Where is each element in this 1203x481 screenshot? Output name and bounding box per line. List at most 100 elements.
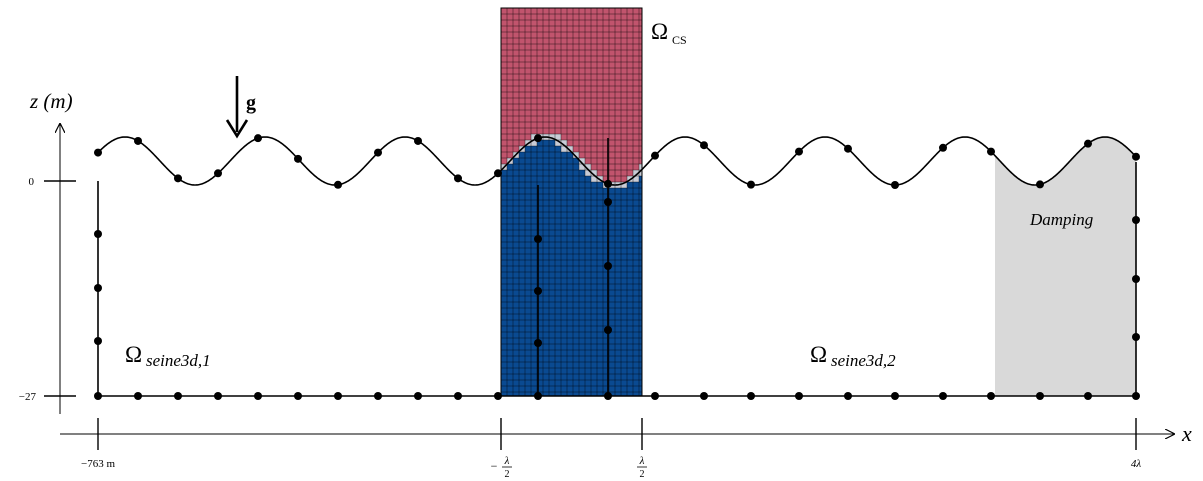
surface-node [94, 148, 102, 157]
cs-cell [561, 356, 567, 362]
cs-cell [531, 182, 537, 188]
cs-cell [639, 284, 642, 290]
cs-cell [549, 68, 555, 74]
cs-cell [507, 140, 513, 146]
cs-cell [615, 206, 621, 212]
cs-cell [561, 224, 567, 230]
cs-cell [639, 326, 642, 332]
cs-cell [561, 182, 567, 188]
cs-cell [627, 248, 633, 254]
cs-cell [597, 122, 603, 128]
cs-cell [567, 128, 573, 134]
cs-cell [639, 146, 642, 152]
cs-cell [501, 206, 507, 212]
cs-cell [525, 218, 531, 224]
cs-cell [501, 116, 507, 122]
cs-cell [609, 224, 615, 230]
cs-cell [507, 236, 513, 242]
cs-cell [519, 26, 525, 32]
cs-cell [597, 170, 603, 176]
cs-cell [519, 200, 525, 206]
cs-cell [531, 242, 537, 248]
x-tick-cs-left-num: λ [504, 455, 510, 467]
cs-cell [621, 278, 627, 284]
cs-cell [513, 332, 519, 338]
bottom-node [1036, 392, 1044, 400]
cs-cell [585, 386, 591, 392]
cs-cell [543, 188, 549, 194]
cs-cell [609, 140, 615, 146]
cs-cell [537, 14, 543, 20]
cs-cell [519, 266, 525, 272]
cs-cell [567, 218, 573, 224]
cs-cell [585, 140, 591, 146]
cs-cell [615, 50, 621, 56]
cs-cell [621, 176, 627, 182]
cs-cell [591, 194, 597, 200]
cs-cell [573, 110, 579, 116]
cs-cell [633, 50, 639, 56]
cs-cell [513, 200, 519, 206]
cs-cell [603, 50, 609, 56]
cs-cell [567, 296, 573, 302]
cs-cell [621, 236, 627, 242]
cs-cell [579, 254, 585, 260]
cs-cell [579, 194, 585, 200]
cs-cell [597, 20, 603, 26]
cs-cell [519, 320, 525, 326]
cs-cell [591, 260, 597, 266]
cs-cell [633, 164, 639, 170]
cs-cell [525, 350, 531, 356]
cs-cell [513, 284, 519, 290]
cs-cell [555, 278, 561, 284]
cs-cell [633, 362, 639, 368]
cs-cell [585, 194, 591, 200]
cs-cell [609, 284, 615, 290]
cs-cell [621, 260, 627, 266]
surface-node [1132, 152, 1140, 161]
cs-cell [597, 302, 603, 308]
cs-cell [615, 8, 621, 14]
cs-cell [579, 20, 585, 26]
cs-cell [549, 284, 555, 290]
cs-cell [579, 80, 585, 86]
cs-cell [585, 320, 591, 326]
cs-cell [507, 266, 513, 272]
cs-cell [591, 8, 597, 14]
cs-cell [627, 194, 633, 200]
cs-cell [513, 212, 519, 218]
cs-cell [621, 326, 627, 332]
cs-cell [615, 170, 621, 176]
cs-right-node [604, 326, 612, 334]
cs-cell [573, 326, 579, 332]
cs-cell [639, 320, 642, 326]
cs-cell [537, 380, 543, 386]
cs-cell [585, 218, 591, 224]
cs-cell [507, 254, 513, 260]
cs-cell [567, 224, 573, 230]
cs-cell [591, 62, 597, 68]
cs-cell [543, 128, 549, 134]
cs-cell [525, 38, 531, 44]
cs-cell [633, 26, 639, 32]
cs-cell [507, 242, 513, 248]
cs-cell [531, 92, 537, 98]
cs-cell [627, 344, 633, 350]
cs-cell [525, 194, 531, 200]
cs-cell [627, 188, 633, 194]
cs-cell [621, 308, 627, 314]
cs-cell [609, 86, 615, 92]
cs-cell [519, 140, 525, 146]
cs-cell [537, 248, 543, 254]
cs-cell [639, 308, 642, 314]
cs-cell [627, 386, 633, 392]
cs-cell [519, 158, 525, 164]
x-tick-label-left: −763 m [81, 458, 115, 470]
cs-cell [585, 206, 591, 212]
cs-cell [639, 368, 642, 374]
cs-cell [597, 350, 603, 356]
cs-cell [579, 392, 585, 396]
cs-cell [609, 350, 615, 356]
cs-cell [519, 218, 525, 224]
cs-cell [501, 110, 507, 116]
